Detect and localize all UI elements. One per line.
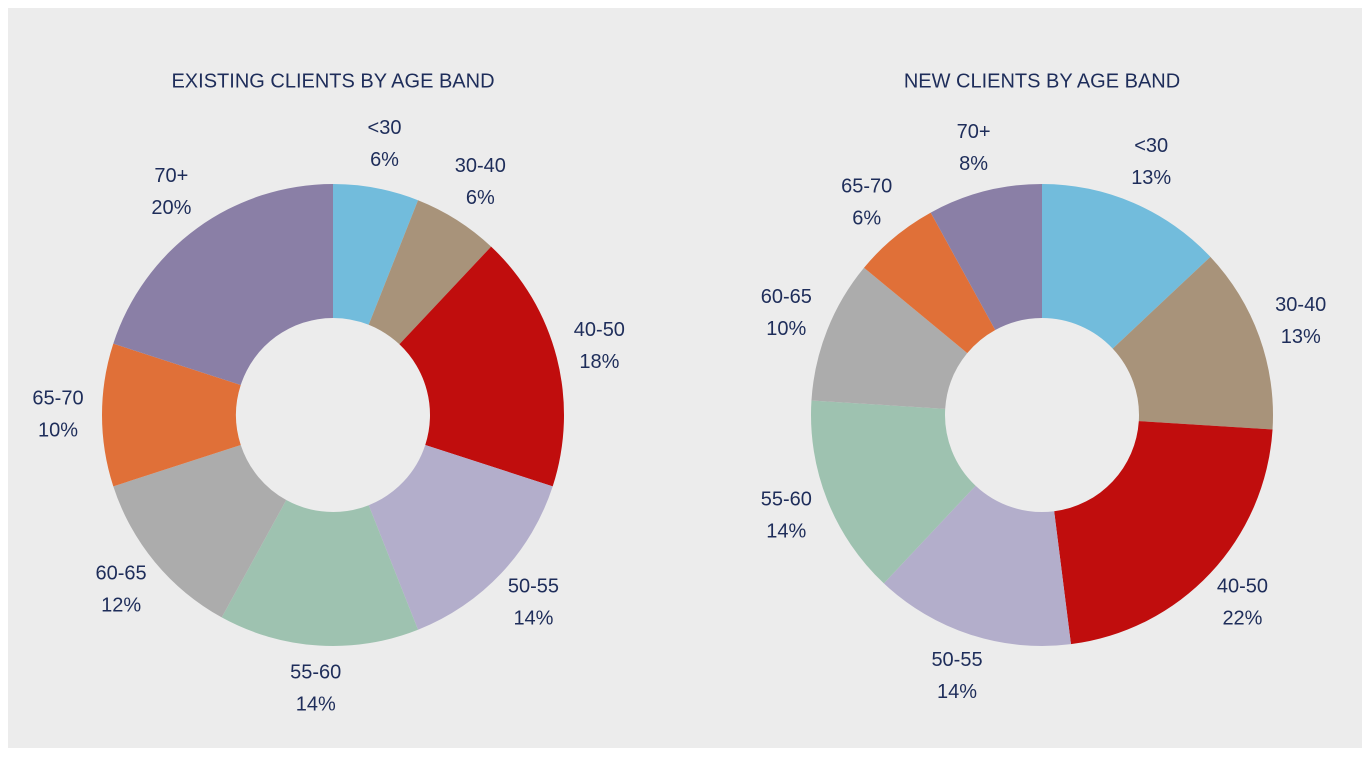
slice-value-label: 10% [766,318,806,340]
donut-slice [810,400,976,584]
slice-category-label: 30-40 [455,155,506,177]
slice-category-label: 70+ [154,165,188,187]
donut-slice [221,500,419,646]
donut-slice [864,212,996,354]
slice-value-label: 14% [296,694,336,716]
chart-title: NEW CLIENTS BY AGE BAND [904,70,1180,92]
slice-value-label: 20% [151,197,191,219]
slice-category-label: 60-65 [96,563,147,585]
slice-category-label: <30 [368,117,402,139]
donut-slice [333,184,419,325]
donut-slice [930,184,1042,330]
slice-value-label: 14% [513,608,553,630]
donut-slice [368,200,492,345]
slice-category-label: 40-50 [1217,576,1268,598]
slice-value-label: 14% [937,681,977,703]
donut-slice [1042,184,1211,349]
slice-value-label: 6% [370,149,399,171]
slice-value-label: 12% [101,595,141,617]
slice-category-label: 55-60 [290,662,341,684]
donut-slice [113,444,287,618]
slice-value-label: 6% [466,187,495,209]
donut-slice [811,267,968,409]
slice-category-label: 55-60 [761,489,812,511]
slice-value-label: 13% [1281,326,1321,348]
slice-category-label: 50-55 [508,576,559,598]
slice-value-label: 6% [852,207,881,229]
slice-category-label: 65-70 [841,175,892,197]
donut-slice [113,184,334,386]
donut-slice [368,444,553,630]
donut-slice [399,246,564,487]
slice-value-label: 10% [38,419,78,441]
donut-slice [1054,421,1273,645]
slice-category-label: 30-40 [1275,294,1326,316]
slice-value-label: 13% [1131,167,1171,189]
slice-category-label: 40-50 [574,319,625,341]
donut-slice [1112,256,1273,430]
chart-title: EXISTING CLIENTS BY AGE BAND [171,70,494,92]
slice-value-label: 8% [959,153,988,175]
donut-slice [101,343,241,487]
slice-category-label: 65-70 [32,387,83,409]
slice-value-label: 14% [766,521,806,543]
slice-category-label: 70+ [957,121,991,143]
slice-category-label: 50-55 [931,649,982,671]
donut-slice [883,485,1071,646]
slice-value-label: 22% [1222,608,1262,630]
slice-category-label: <30 [1134,135,1168,157]
slice-category-label: 60-65 [761,286,812,308]
slice-value-label: 18% [579,351,619,373]
